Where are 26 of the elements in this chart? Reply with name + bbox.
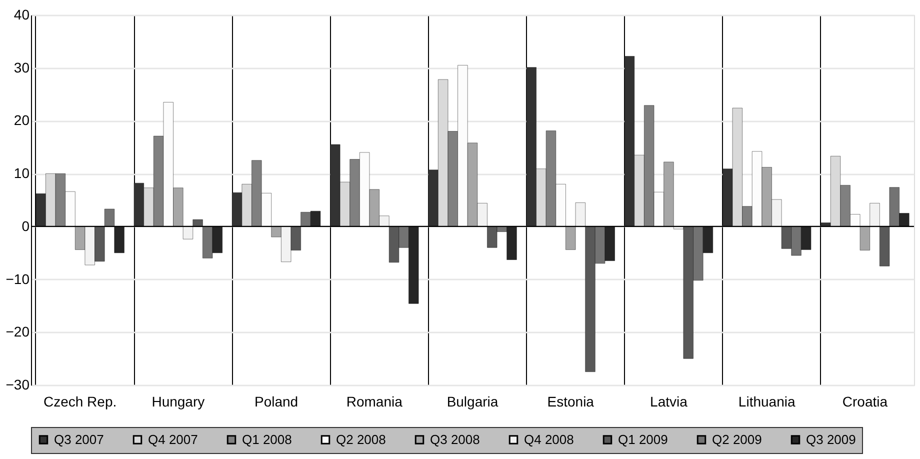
- x-tick-label: Romania: [346, 394, 403, 410]
- x-tick-label: Latvia: [650, 394, 688, 410]
- y-tick-label: 10: [14, 165, 30, 182]
- y-tick-label: −30: [6, 376, 30, 392]
- x-tick-label: Lithuania: [738, 394, 796, 410]
- legend-label: Q3 2009: [806, 432, 856, 447]
- legend-label: Q2 2008: [336, 432, 386, 447]
- x-tick-label: Hungary: [152, 394, 205, 410]
- legend-label: Q4 2007: [148, 432, 198, 447]
- y-tick-label: −20: [6, 324, 30, 340]
- y-tick-label: −10: [6, 270, 30, 287]
- y-tick-label: 0: [22, 218, 30, 234]
- legend-label: Q1 2009: [618, 432, 668, 447]
- x-tick-label: Czech Rep.: [43, 394, 117, 410]
- x-tick-label: Estonia: [547, 394, 594, 410]
- legend-label: Q3 2008: [430, 432, 480, 447]
- x-tick-label: Croatia: [842, 394, 888, 410]
- legend-label: Q3 2007: [54, 432, 104, 447]
- legend-label: Q4 2008: [524, 432, 574, 447]
- x-tick-label: Bulgaria: [446, 394, 498, 410]
- legend-label: Q2 2009: [712, 432, 762, 447]
- legend-label: Q1 2008: [242, 432, 292, 447]
- y-tick-label: 20: [14, 112, 30, 128]
- y-tick-label: 30: [14, 59, 30, 76]
- y-tick-label: 40: [14, 6, 30, 22]
- x-tick-label: Poland: [254, 394, 298, 410]
